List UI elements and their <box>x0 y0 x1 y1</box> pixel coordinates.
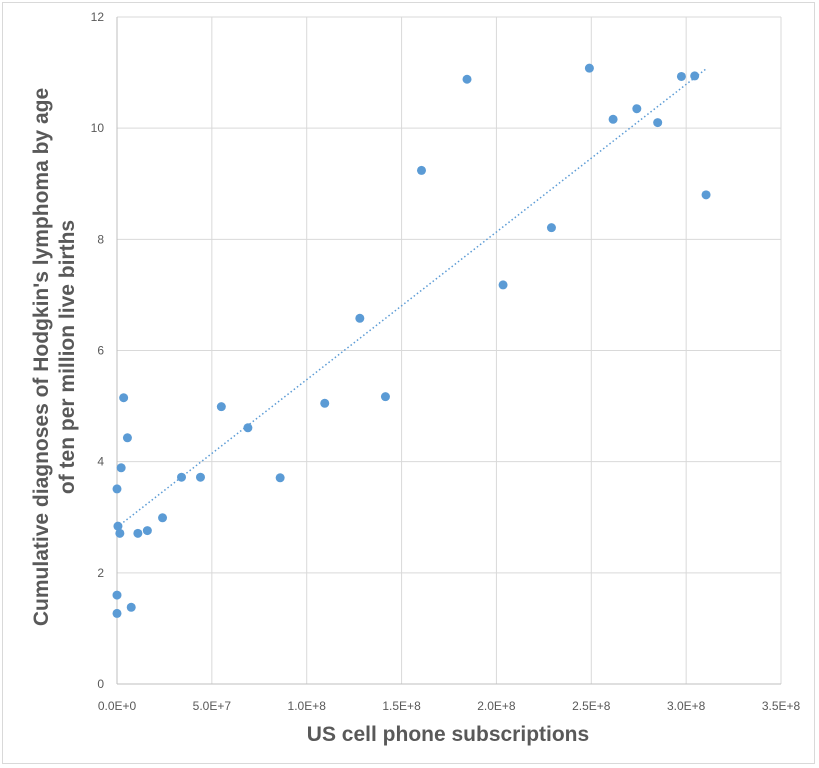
x-tick-label: 5.0E+7 <box>193 699 232 713</box>
data-point <box>122 433 132 443</box>
data-point <box>243 423 253 433</box>
trendline <box>116 67 708 528</box>
data-point <box>275 473 285 483</box>
trendline-group <box>116 67 708 528</box>
x-tick-label: 3.5E+8 <box>762 699 801 713</box>
data-point <box>126 602 136 612</box>
x-tick-label: 2.0E+8 <box>477 699 516 713</box>
y-tick-label: 0 <box>97 677 104 691</box>
data-point <box>116 463 126 473</box>
data-point <box>584 63 594 73</box>
data-point <box>546 223 556 233</box>
y-axis-title-line-2: of ten per million live births <box>56 220 79 494</box>
data-point <box>142 526 152 536</box>
data-point <box>133 528 143 538</box>
y-tick-label: 10 <box>91 121 105 135</box>
data-point <box>416 165 426 175</box>
data-point <box>113 521 123 531</box>
x-tick-label: 0.0E+0 <box>98 699 137 713</box>
y-tick-label: 2 <box>97 566 104 580</box>
tick-labels: 0 2 4 6 8 10 12 0.0E+0 5.0E+7 1.0E+8 1.5E+8 2.0E+8 2… <box>91 10 801 713</box>
data-point <box>462 74 472 84</box>
data-point <box>653 118 663 128</box>
data-point <box>701 190 711 200</box>
y-axis-title: Cumulative diagnoses of Hodgkin's lympho… <box>30 88 79 626</box>
data-point <box>115 528 125 538</box>
y-tick-label: 6 <box>97 344 104 358</box>
x-axis-title: US cell phone subscriptions <box>307 723 589 746</box>
y-tick-label: 4 <box>97 455 104 469</box>
y-axis-title-line-1: Cumulative diagnoses of Hodgkin's lympho… <box>30 88 53 626</box>
data-point <box>119 393 129 403</box>
axes <box>116 17 781 685</box>
data-point <box>112 484 122 494</box>
y-tick-label: 8 <box>97 232 104 246</box>
gridlines <box>117 16 782 684</box>
data-point <box>195 472 205 482</box>
data-point <box>608 114 618 124</box>
x-tick-label: 1.5E+8 <box>382 699 421 713</box>
x-tick-label: 2.5E+8 <box>572 699 611 713</box>
data-point <box>676 71 686 81</box>
x-tick-label: 1.0E+8 <box>288 699 327 713</box>
data-point <box>112 590 122 600</box>
data-point <box>112 608 122 618</box>
data-points <box>112 63 711 618</box>
data-point <box>632 104 642 114</box>
data-point <box>158 513 168 523</box>
data-point <box>320 398 330 408</box>
data-point <box>216 402 226 412</box>
data-point <box>355 313 365 323</box>
x-tick-label: 3.0E+8 <box>667 699 706 713</box>
data-point <box>177 472 187 482</box>
y-tick-label: 12 <box>91 10 105 24</box>
data-point <box>498 280 508 290</box>
data-point <box>690 71 700 81</box>
data-point <box>380 392 390 402</box>
